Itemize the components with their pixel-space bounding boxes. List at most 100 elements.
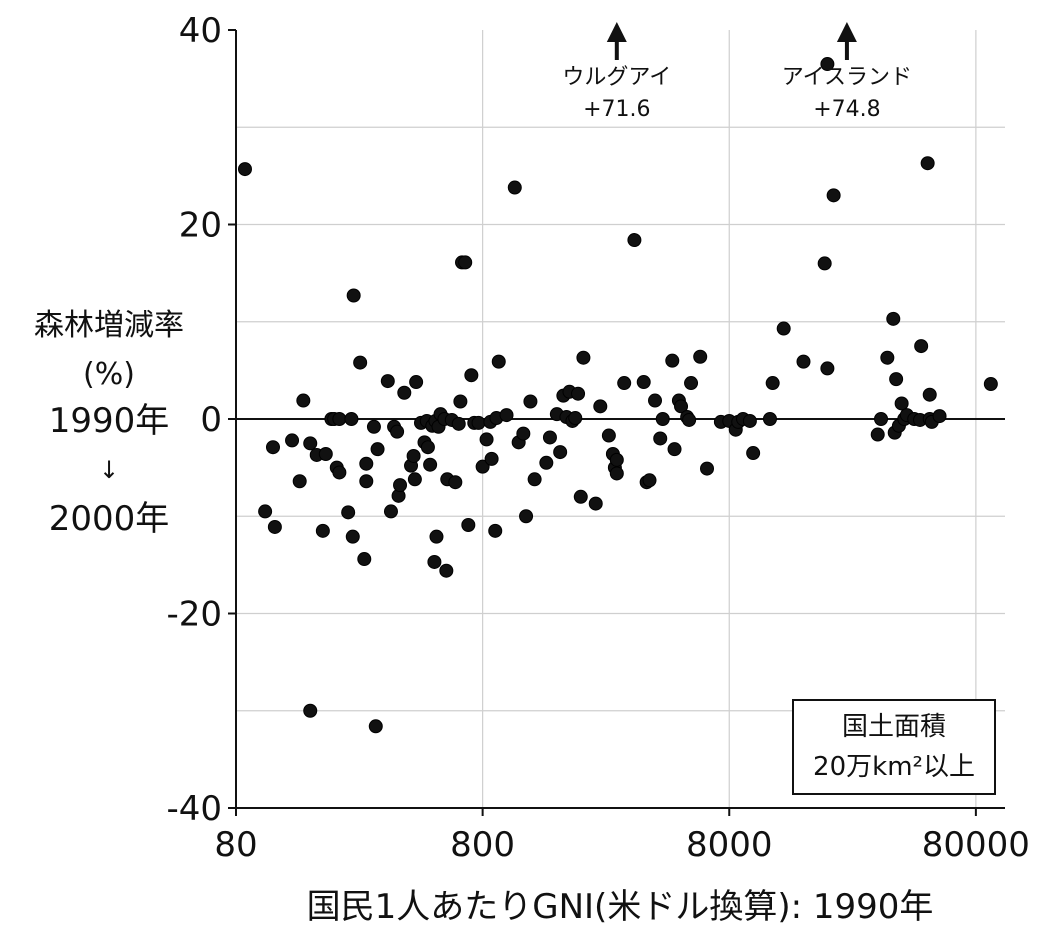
x-axis-label: 国民1人あたりGNI(米ドル換算): 1990年: [307, 887, 934, 927]
data-point: [627, 233, 642, 248]
data-point: [914, 339, 929, 354]
iceland-label: アイスランド: [782, 65, 912, 90]
data-point: [653, 431, 668, 446]
data-point: [406, 448, 421, 463]
data-point: [642, 473, 657, 488]
data-point: [920, 156, 935, 171]
data-point: [880, 350, 895, 365]
data-point: [393, 478, 408, 493]
data-point: [390, 424, 405, 439]
legend: 国土面積 20万km²以上: [792, 699, 996, 795]
legend-box: [792, 699, 996, 795]
data-point: [519, 509, 534, 524]
y-tick-label: 20: [179, 206, 222, 246]
data-point: [820, 57, 835, 72]
data-point: [420, 440, 435, 455]
y-tick-label: -40: [166, 789, 222, 829]
data-point: [341, 505, 356, 520]
grid-lines: [236, 30, 1005, 808]
data-point: [453, 394, 468, 409]
data-point: [636, 375, 651, 390]
y-axis-label-line: (%): [83, 357, 135, 392]
data-point: [655, 412, 670, 426]
y-tick-label: 0: [200, 400, 222, 440]
data-point: [674, 399, 689, 414]
data-point: [359, 474, 374, 489]
data-point: [397, 385, 412, 400]
data-point: [568, 411, 583, 426]
data-point: [667, 442, 682, 457]
data-point: [507, 180, 522, 195]
y-axis-label-line: ↓: [99, 456, 119, 484]
data-point: [684, 376, 699, 391]
data-point: [429, 529, 444, 544]
data-point: [553, 445, 568, 460]
data-point: [346, 288, 361, 303]
data-point: [464, 368, 479, 383]
y-axis-label-line: 森林増減率: [34, 308, 184, 343]
data-point: [826, 188, 841, 203]
data-point: [258, 504, 273, 519]
data-point: [593, 399, 608, 414]
legend-text: 国土面積: [842, 712, 946, 742]
data-point: [588, 496, 603, 511]
data-point: [267, 519, 282, 534]
data-point: [894, 396, 909, 411]
data-point: [539, 455, 554, 470]
data-point: [344, 412, 359, 426]
data-point: [874, 412, 889, 426]
data-point: [516, 426, 531, 441]
data-point: [765, 376, 780, 391]
data-point: [359, 456, 374, 471]
data-point: [479, 432, 494, 447]
data-point: [796, 354, 811, 369]
data-point: [742, 413, 757, 428]
data-point: [303, 436, 318, 451]
data-point: [458, 255, 473, 270]
data-point: [889, 372, 904, 387]
data-point: [682, 412, 697, 427]
data-point: [746, 446, 761, 461]
data-point: [648, 393, 663, 408]
data-point: [303, 703, 318, 718]
x-tick-label: 80: [214, 825, 257, 865]
iceland-arrow-head: [836, 22, 857, 42]
y-tick-label: 40: [179, 11, 222, 51]
data-point: [332, 465, 347, 480]
y-axis-label-line: 2000年: [49, 499, 170, 539]
data-point: [345, 529, 360, 544]
data-point: [762, 412, 777, 426]
data-point: [475, 459, 490, 474]
data-point: [366, 419, 381, 434]
data-point: [407, 472, 422, 487]
data-point: [368, 719, 383, 734]
data-point: [285, 433, 300, 448]
data-point: [353, 355, 368, 370]
data-point: [380, 374, 395, 389]
data-point: [665, 353, 680, 368]
data-point: [237, 162, 252, 177]
data-point: [461, 518, 476, 533]
data-point: [451, 416, 466, 431]
data-points: [237, 57, 998, 734]
data-point: [573, 489, 588, 504]
data-point: [820, 361, 835, 376]
data-point: [932, 409, 947, 424]
x-tick-label: 8000: [686, 825, 773, 865]
data-point: [423, 457, 438, 472]
data-point: [776, 321, 791, 336]
data-point: [576, 350, 591, 365]
data-point: [409, 375, 424, 390]
data-point: [439, 563, 454, 578]
iceland-label: +74.8: [813, 97, 880, 122]
data-point: [370, 442, 385, 457]
data-point: [332, 412, 347, 426]
data-point: [817, 256, 832, 271]
uruguay-label: ウルグアイ: [562, 65, 671, 90]
data-point: [488, 523, 503, 538]
legend-text: 20万km²以上: [813, 752, 975, 782]
annotations: ウルグアイ +71.6 アイスランド +74.8: [562, 22, 912, 122]
data-point: [609, 452, 624, 467]
